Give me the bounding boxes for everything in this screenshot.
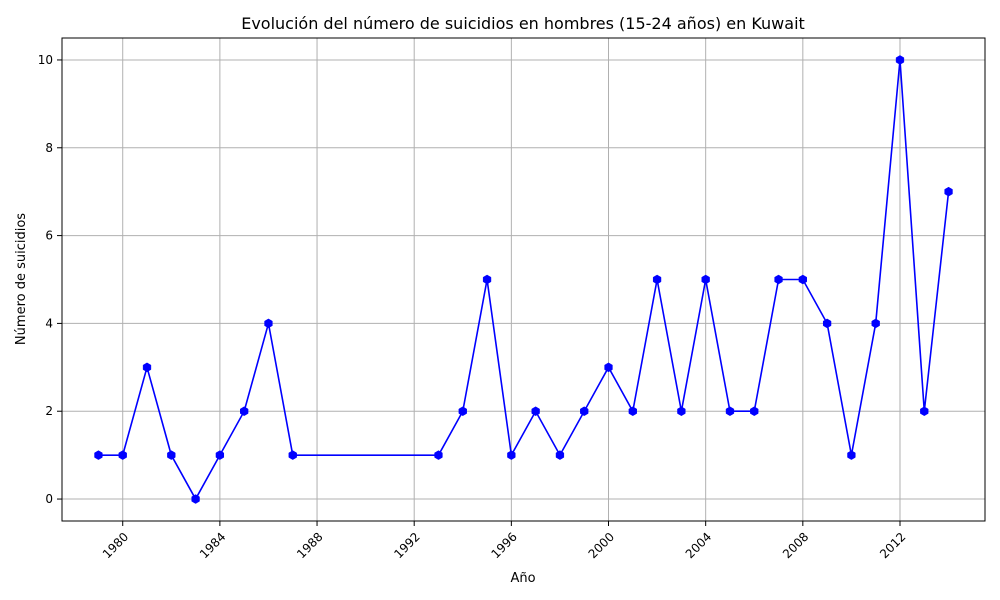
chart-title: Evolución del número de suicidios en hom… (241, 14, 805, 33)
data-point (677, 406, 686, 417)
x-tick-label: 2000 (586, 530, 617, 561)
data-point (118, 450, 127, 460)
data-point (895, 55, 905, 65)
x-tick-label: 2004 (683, 530, 714, 561)
axis-ticks: 1980 1984 1988 1992 1996 2000 2004 2008 2012 0 2 4 6… (38, 53, 909, 561)
data-point (822, 318, 832, 329)
x-tick-label: 1996 (488, 530, 519, 561)
series-line (98, 59, 950, 501)
data-point (847, 450, 856, 460)
x-tick-label: 1980 (100, 530, 131, 561)
data-point (288, 450, 297, 460)
y-tick-label: 10 (38, 53, 53, 67)
x-tick-label: 1984 (197, 530, 228, 561)
data-point (920, 406, 929, 417)
data-point (142, 362, 152, 373)
data-point (628, 406, 637, 417)
x-tick-label: 1988 (294, 530, 325, 561)
data-point (750, 406, 759, 417)
data-point (215, 450, 225, 460)
data-point (774, 274, 783, 285)
y-tick-label: 0 (45, 492, 53, 506)
data-point (652, 274, 662, 285)
plot-frame (61, 37, 986, 522)
y-tick-label: 6 (45, 229, 53, 243)
data-point (531, 406, 540, 417)
data-point (240, 406, 249, 417)
data-point (604, 362, 613, 373)
data-point (434, 450, 443, 460)
data-point (798, 274, 807, 285)
data-point (264, 318, 273, 329)
data-point (580, 406, 589, 417)
data-point (944, 186, 953, 197)
x-tick-label: 2012 (877, 530, 908, 561)
grid-lines (62, 38, 985, 521)
y-tick-label: 4 (45, 316, 53, 330)
data-point (191, 494, 200, 504)
y-axis-label: Número de suicidios (14, 213, 29, 345)
data-point (482, 274, 492, 285)
series-layer (94, 55, 953, 504)
data-point (507, 450, 516, 460)
data-point (701, 274, 710, 285)
data-point (94, 450, 103, 460)
x-tick-label: 2008 (780, 530, 811, 561)
data-point (167, 450, 176, 460)
y-tick-label: 8 (45, 141, 53, 155)
x-axis-label: Año (510, 571, 535, 586)
data-point (725, 406, 735, 417)
y-tick-label: 2 (45, 404, 53, 418)
data-point (458, 406, 467, 417)
data-point (555, 450, 565, 460)
data-point (871, 318, 880, 329)
x-tick-label: 1992 (391, 530, 422, 561)
